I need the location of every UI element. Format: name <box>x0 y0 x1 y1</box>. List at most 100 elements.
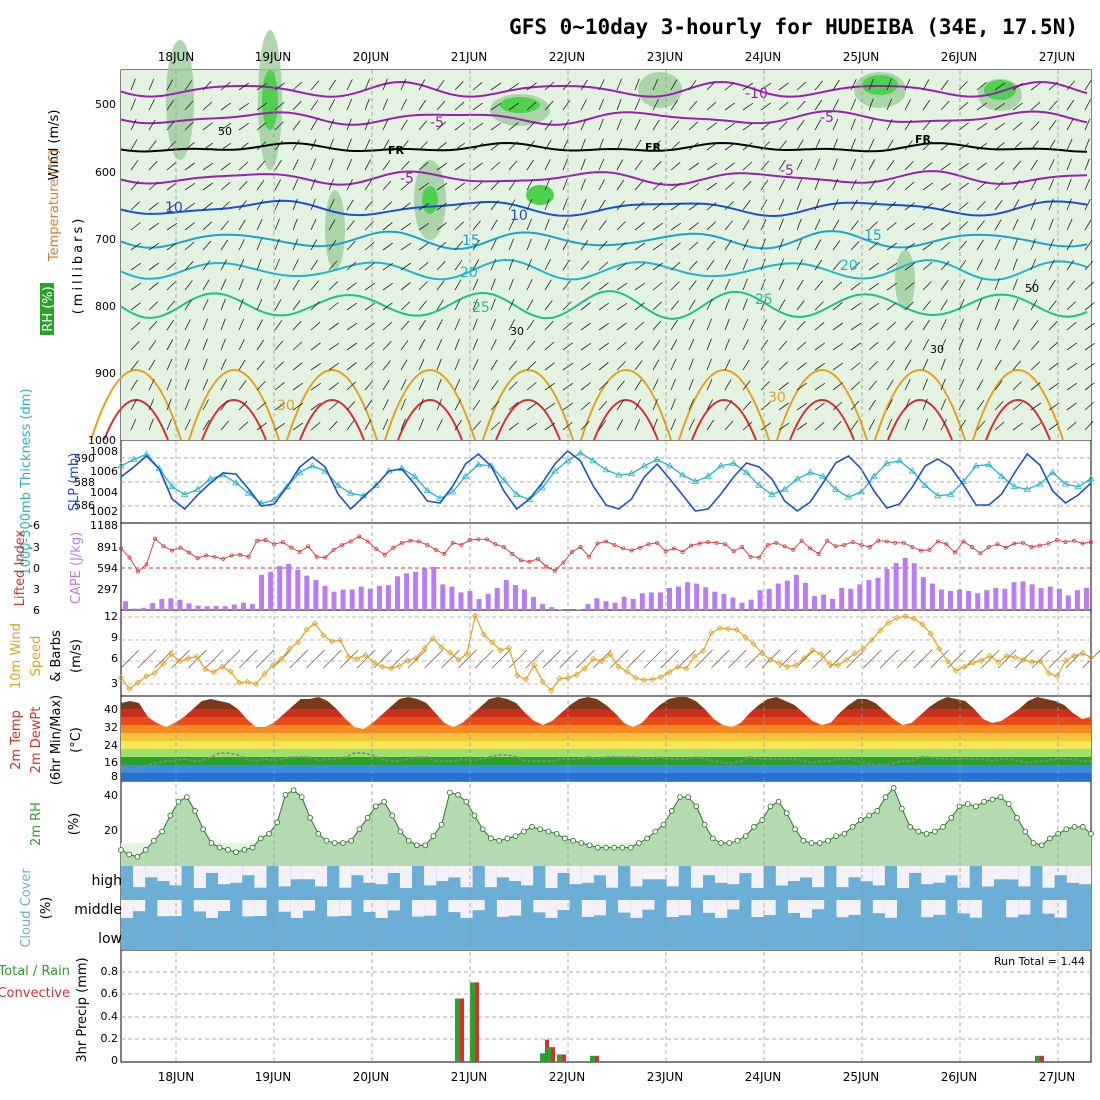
wind-barb <box>1048 362 1059 371</box>
rh-point <box>1030 840 1037 846</box>
wind-barb <box>796 159 803 171</box>
cape-bar <box>1074 590 1080 610</box>
wind-speed-point <box>1062 657 1069 664</box>
precip-convective-bar <box>551 1047 555 1062</box>
wind-barb <box>850 419 859 431</box>
wind-barb <box>940 260 950 271</box>
wind-barb <box>436 182 448 191</box>
cape-bar <box>1029 584 1035 610</box>
thickness-point <box>704 472 712 479</box>
surface-wind-barb <box>930 649 949 669</box>
wind-barb <box>472 181 483 191</box>
wind-barb <box>220 298 226 311</box>
li-point <box>144 562 149 567</box>
wind-barb <box>274 198 281 211</box>
li-point <box>1037 543 1042 548</box>
wind-barb <box>1012 258 1018 271</box>
rh-point <box>159 828 165 835</box>
wind-barb <box>922 339 930 351</box>
wind-barb <box>364 138 371 151</box>
rh-point <box>652 828 659 835</box>
wind-speed-point <box>126 685 133 692</box>
cloud-gap-high <box>424 866 437 886</box>
wind-barb <box>940 100 950 111</box>
wind-barb <box>418 79 426 91</box>
wind-barb <box>526 422 538 431</box>
wind-barb <box>364 380 374 391</box>
wind-barb <box>670 120 680 131</box>
wind-barb <box>148 99 155 111</box>
wind-barb <box>166 222 178 231</box>
wind-speed-point <box>295 639 302 646</box>
li-point <box>944 542 949 547</box>
precip-total-bar <box>546 1047 551 1062</box>
wind-barb <box>166 358 173 371</box>
wind-barb <box>922 222 934 231</box>
wind-barb <box>508 141 518 151</box>
wind-speed-point <box>742 633 749 640</box>
precip-total-bar <box>540 1053 545 1062</box>
cape-bar <box>449 586 455 610</box>
cloud-gap-middle <box>133 900 146 912</box>
li-point <box>153 536 157 541</box>
wind-barb <box>976 318 982 331</box>
surface-wind-barb <box>643 649 663 669</box>
isotherm-35 <box>887 399 953 441</box>
cape-bar <box>721 593 727 610</box>
li-point <box>935 539 940 544</box>
wind-speed-point <box>160 660 167 667</box>
rh-point <box>915 828 922 835</box>
temp-tick: 40 <box>104 703 118 716</box>
wind-speed-point <box>809 647 816 654</box>
wind-barb <box>472 399 481 411</box>
wind-barb <box>958 182 969 191</box>
wind-barb <box>616 78 622 91</box>
wind-barb <box>940 142 951 151</box>
wind-barb <box>760 238 766 251</box>
rh-point <box>742 833 749 839</box>
li-point <box>978 551 983 556</box>
wind-barb <box>400 301 411 311</box>
wind-barb <box>346 79 353 91</box>
rh-point <box>907 824 914 830</box>
cape-bar <box>775 583 781 610</box>
wind-speed-point <box>750 640 757 647</box>
li-point <box>884 539 889 544</box>
thickness-point <box>640 462 649 469</box>
li-point <box>842 542 847 547</box>
rh-point <box>274 819 281 826</box>
wind-barb <box>292 139 300 151</box>
wind-barb <box>490 180 500 191</box>
wind-barb <box>562 421 573 431</box>
isotherm-30 <box>972 369 1064 441</box>
wind-barb <box>760 360 769 371</box>
wind-speed-point <box>151 670 158 677</box>
precip-total-bar <box>557 1054 562 1062</box>
wind-barb <box>238 200 247 211</box>
wind-barb <box>562 139 569 151</box>
wind-barb <box>454 142 466 151</box>
li-point <box>314 554 319 559</box>
wind-barb <box>670 99 679 111</box>
wind-barb <box>868 322 879 331</box>
rh-point <box>940 824 946 830</box>
top-date-label: 27JUN <box>1039 50 1076 64</box>
cape-bar <box>966 591 972 610</box>
wind-barb <box>796 300 805 311</box>
wind-speed-point <box>548 687 555 694</box>
rh-shading <box>638 72 682 108</box>
wind-speed-point <box>834 662 842 669</box>
rh-point <box>759 817 766 823</box>
wind-barb <box>490 339 497 351</box>
wind-barb <box>148 78 155 91</box>
wind-barb <box>796 238 803 251</box>
li-point <box>1080 541 1085 546</box>
rh-shading-high <box>422 186 438 214</box>
temp-band <box>121 733 1091 741</box>
precip-convective-bar <box>595 1055 599 1062</box>
cloud-gap-high <box>436 866 449 882</box>
wind-barb <box>616 118 622 131</box>
cape-bar <box>812 596 817 610</box>
rh-point <box>644 835 650 842</box>
wind-barb <box>634 201 645 211</box>
